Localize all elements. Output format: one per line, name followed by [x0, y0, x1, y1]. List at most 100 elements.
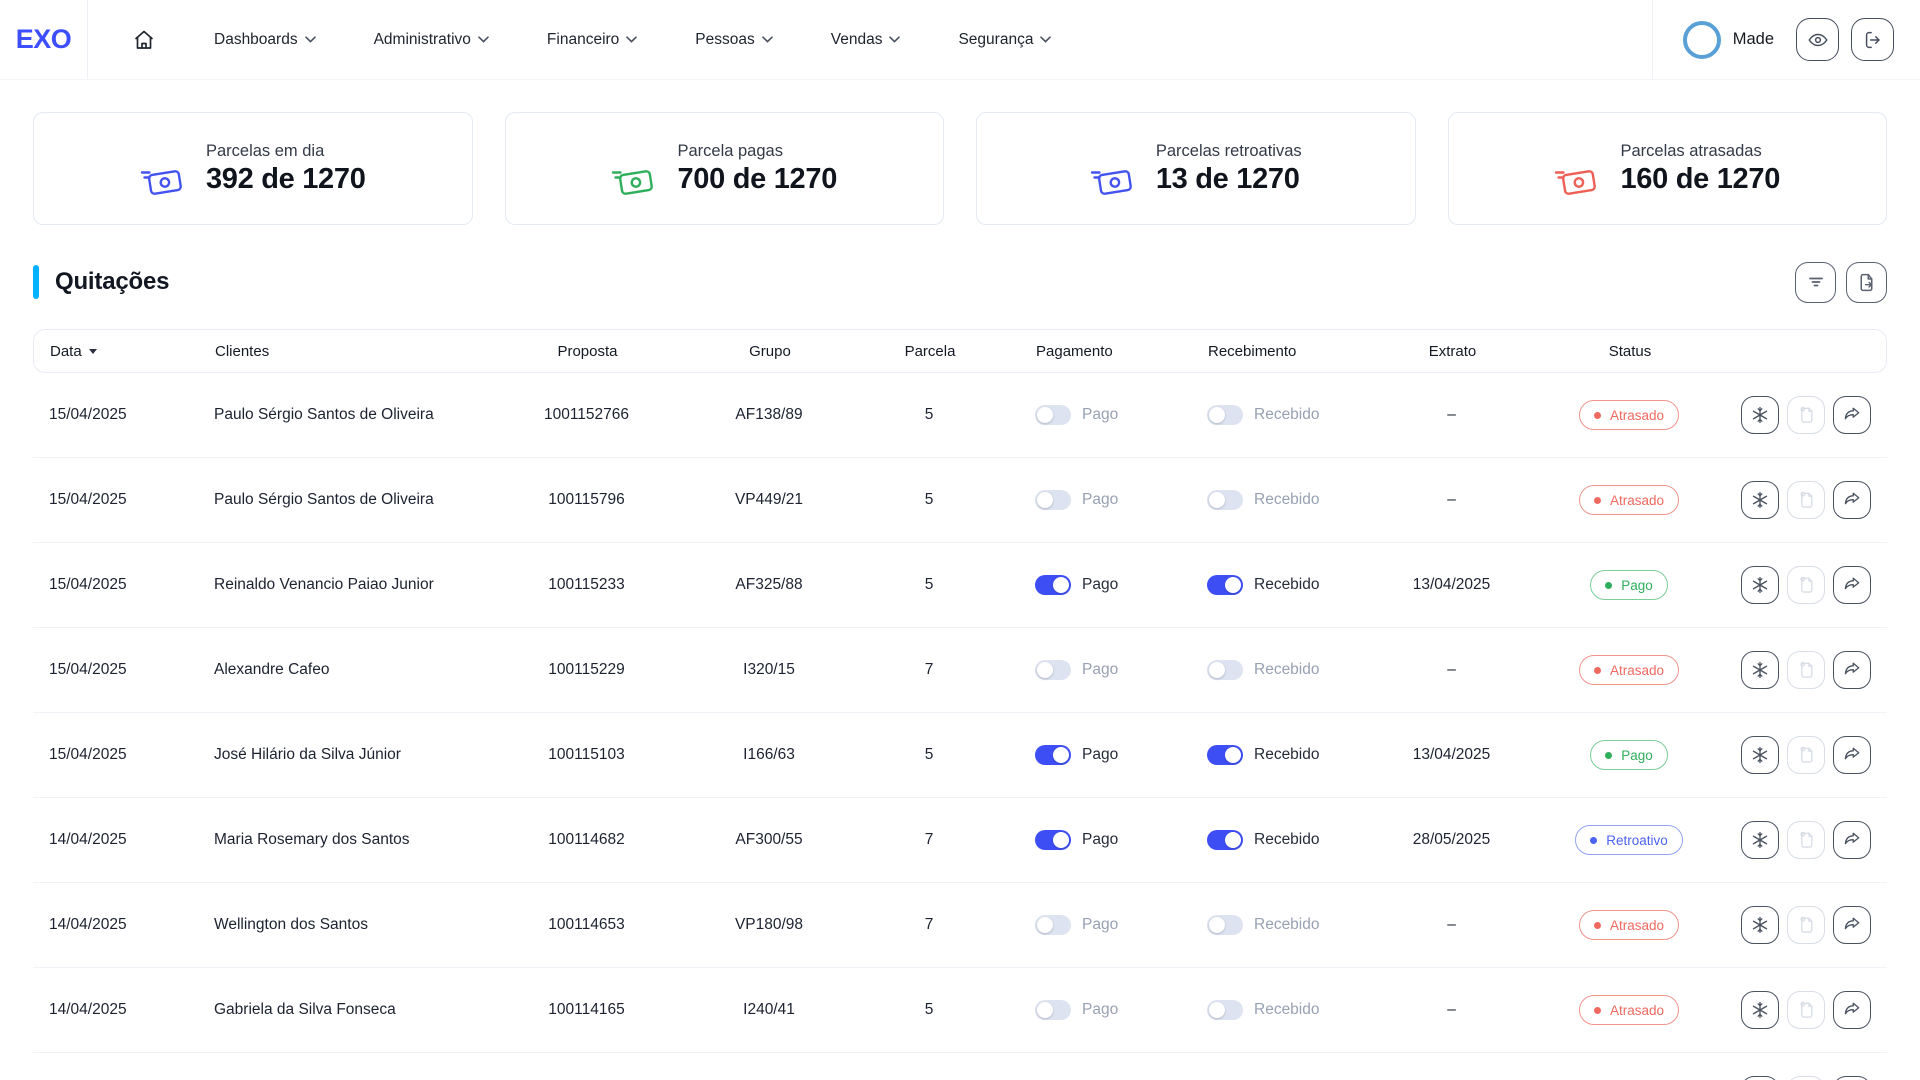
freeze-button[interactable] — [1741, 736, 1779, 774]
note-attachment-icon — [1796, 575, 1816, 595]
nav-item-administrativo[interactable]: Administrativo — [374, 31, 489, 49]
cell-statement: 13/04/2025 — [1412, 576, 1491, 593]
share-button[interactable] — [1833, 991, 1871, 1029]
cell-date: 15/04/2025 — [49, 491, 127, 508]
paid-toggle[interactable] — [1035, 575, 1071, 595]
paid-toggle[interactable] — [1035, 660, 1071, 680]
export-button[interactable] — [1846, 261, 1887, 303]
nav-item-financeiro[interactable]: Financeiro — [546, 30, 638, 49]
paid-toggle[interactable] — [1035, 1000, 1071, 1020]
note-button[interactable] — [1787, 651, 1825, 689]
received-toggle[interactable] — [1207, 575, 1243, 595]
column-header-data[interactable]: Data — [50, 343, 215, 360]
note-button[interactable] — [1787, 1076, 1825, 1080]
card-parcelas-retroativas: Parcelas retroativas 13 de 1270 — [976, 112, 1416, 225]
cell-proposal: 100115796 — [548, 491, 625, 508]
received-toggle[interactable] — [1207, 490, 1243, 510]
banknote-icon — [1554, 165, 1600, 199]
note-button[interactable] — [1787, 906, 1825, 944]
paid-toggle[interactable] — [1035, 915, 1071, 935]
freeze-button[interactable] — [1741, 651, 1779, 689]
nav-item-seguranca[interactable]: Segurança — [958, 31, 1052, 49]
cell-proposal: 1001152766 — [543, 406, 630, 423]
freeze-button[interactable] — [1741, 991, 1779, 1029]
received-toggle[interactable] — [1207, 745, 1243, 765]
received-toggle[interactable] — [1207, 1000, 1243, 1020]
cell-statement: – — [1447, 916, 1456, 933]
freeze-button[interactable] — [1741, 1076, 1779, 1080]
status-badge: Pago — [1590, 740, 1668, 770]
filter-button[interactable] — [1795, 261, 1836, 303]
paid-toggle[interactable] — [1035, 830, 1071, 850]
home-button[interactable] — [132, 28, 156, 52]
received-toggle[interactable] — [1207, 660, 1243, 680]
share-button[interactable] — [1833, 651, 1871, 689]
table-body: 15/04/2025 Paulo Sérgio Santos de Olivei… — [33, 373, 1887, 1080]
note-button[interactable] — [1787, 396, 1825, 434]
note-button[interactable] — [1787, 991, 1825, 1029]
status-label: Pago — [1621, 747, 1653, 763]
cell-group: VP180/98 — [734, 916, 804, 933]
status-label: Atrasado — [1609, 917, 1665, 933]
cell-installment: 5 — [924, 576, 934, 593]
avatar[interactable] — [1682, 20, 1721, 59]
note-attachment-icon — [1796, 660, 1816, 680]
freeze-button[interactable] — [1741, 821, 1779, 859]
nav-item-pessoas[interactable]: Pessoas — [695, 31, 773, 49]
share-button[interactable] — [1833, 481, 1871, 519]
banknote-icon — [140, 165, 186, 199]
cell-date: 15/04/2025 — [49, 576, 127, 593]
eye-icon — [1807, 29, 1829, 51]
note-button[interactable] — [1787, 821, 1825, 859]
share-button[interactable] — [1833, 736, 1871, 774]
freeze-button[interactable] — [1741, 481, 1779, 519]
share-button[interactable] — [1833, 1076, 1871, 1080]
received-toggle[interactable] — [1207, 830, 1243, 850]
share-arrow-icon — [1842, 1000, 1862, 1020]
note-button[interactable] — [1787, 736, 1825, 774]
column-header-recebimento: Recebimento — [1208, 342, 1297, 360]
cell-client: Maria Rosemary dos Santos — [214, 831, 410, 848]
paid-toggle-label: Pago — [1082, 916, 1119, 933]
nav-item-dashboards[interactable]: Dashboards — [214, 31, 316, 49]
nav-item-vendas[interactable]: Vendas — [831, 31, 901, 49]
snowflake-icon — [1750, 1000, 1770, 1020]
nav-item-label: Financeiro — [546, 30, 620, 48]
top-navbar: EXO Dashboards Administrativo Financeiro… — [0, 0, 1920, 80]
freeze-button[interactable] — [1741, 396, 1779, 434]
freeze-button[interactable] — [1741, 566, 1779, 604]
paid-toggle[interactable] — [1035, 490, 1071, 510]
nav-item-label: Administrativo — [373, 30, 471, 48]
freeze-button[interactable] — [1741, 906, 1779, 944]
cell-installment: 5 — [924, 406, 934, 423]
paid-toggle[interactable] — [1035, 405, 1071, 425]
file-export-icon — [1856, 272, 1877, 293]
note-button[interactable] — [1787, 481, 1825, 519]
snowflake-icon — [1750, 490, 1770, 510]
share-button[interactable] — [1833, 396, 1871, 434]
logout-button[interactable] — [1851, 18, 1894, 61]
eye-button[interactable] — [1796, 18, 1839, 61]
share-button[interactable] — [1833, 566, 1871, 604]
note-attachment-icon — [1796, 490, 1816, 510]
cell-group: AF325/88 — [735, 576, 803, 593]
received-toggle-label: Recebido — [1254, 576, 1320, 593]
note-attachment-icon — [1796, 830, 1816, 850]
section-accent-bar — [33, 265, 39, 299]
home-icon — [132, 28, 156, 52]
share-button[interactable] — [1833, 906, 1871, 944]
received-toggle[interactable] — [1207, 405, 1243, 425]
section-header: Quitações — [33, 261, 1887, 303]
paid-toggle[interactable] — [1035, 745, 1071, 765]
card-label: Parcela pagas — [677, 141, 783, 160]
received-toggle-label: Recebido — [1254, 831, 1320, 848]
received-toggle-label: Recebido — [1254, 491, 1320, 508]
note-button[interactable] — [1787, 566, 1825, 604]
received-toggle[interactable] — [1207, 915, 1243, 935]
status-label: Pago — [1621, 577, 1653, 593]
navbar-user-area: Made — [1651, 0, 1920, 79]
cell-proposal: 100114653 — [548, 916, 625, 933]
share-button[interactable] — [1833, 821, 1871, 859]
status-badge: Atrasado — [1578, 995, 1680, 1025]
cell-statement: – — [1447, 491, 1456, 508]
